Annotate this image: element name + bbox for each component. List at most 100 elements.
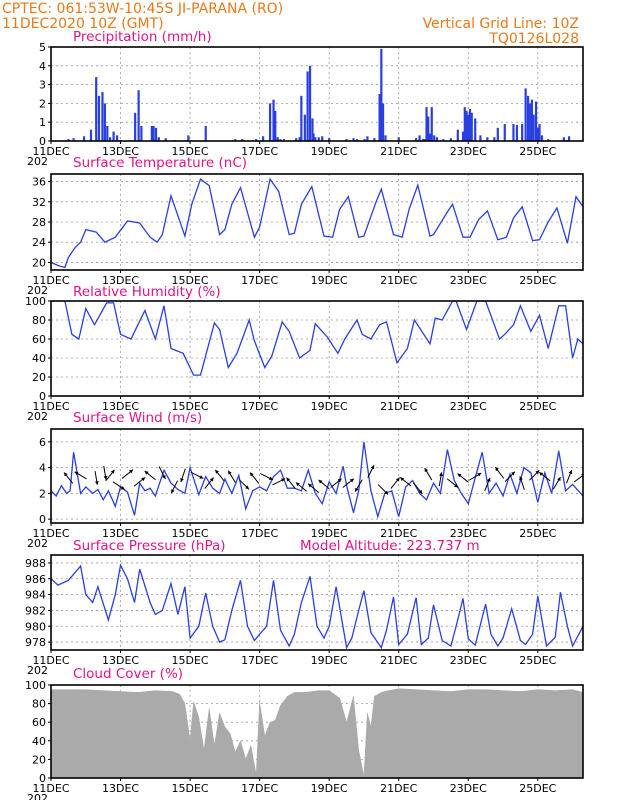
wind-arrow [227, 470, 236, 483]
temp-x-tick-label: 25DEC [519, 274, 556, 287]
precip-bar [345, 139, 348, 141]
rh-x-tick-label: 11DEC [32, 400, 69, 413]
precip-y-tick-label: 5 [39, 41, 46, 54]
precip-bar [378, 94, 381, 141]
wind-arrow [249, 472, 260, 484]
cloud-frame [50, 684, 584, 779]
wind-arrow-head [180, 478, 184, 482]
rh-title: Relative Humidity (%) [73, 284, 221, 300]
temp-panel: 20 24 28 32 36 11DEC 13DEC 15DEC 17DEC 19DEC 21DEC… [27, 155, 584, 297]
precip-bar [562, 137, 565, 141]
cloud-data [51, 688, 583, 778]
temp-y-tick-label: 32 [32, 196, 46, 209]
precip-bar [425, 107, 428, 141]
wind-arrow-head [395, 477, 400, 482]
wind-arrow [307, 483, 320, 494]
wind-arrow [170, 480, 179, 494]
temp-x-axis: 11DEC 13DEC 15DEC 17DEC 19DEC 21DEC 23DEC 25DEC… [27, 270, 557, 297]
wind-arrow [133, 477, 146, 487]
rh-x-tick-label: 15DEC [172, 400, 209, 413]
precip-bar [255, 139, 258, 141]
precip-y-tick-label: 0 [39, 135, 46, 148]
rh-x-tick-label: 19DEC [311, 400, 348, 413]
wind-arrow-head [418, 489, 423, 494]
temp-x-tick-label: 13DEC [102, 274, 139, 287]
rh-y-tick-label: 20 [32, 371, 46, 384]
wind-arrow-head [120, 486, 125, 490]
precip-bar [567, 136, 571, 141]
wind-arrow-head [74, 471, 79, 476]
rh-frame [50, 300, 584, 397]
precip-bar [493, 137, 496, 141]
precip-bar [414, 138, 418, 141]
wind-arrow [121, 469, 134, 479]
precip-bar [303, 114, 306, 141]
wind-arrow [468, 472, 482, 481]
precip-x-tick-label: 23DEC [450, 145, 487, 158]
panels: 0 1 2 3 4 5 11DEC 13DEC 15DEC 17DEC 19DEC 21DEC 23DE… [25, 29, 584, 800]
precip-bar [112, 131, 115, 141]
rh-panel: 0 20 40 60 80 100 11DEC 13DEC 15DEC 17DEC 19DEC 21D… [25, 284, 584, 423]
wind-x-tick-label: 21DEC [380, 527, 417, 540]
wind-arrow [413, 482, 423, 495]
precip-bar [152, 125, 155, 141]
precip-grid [50, 47, 583, 141]
wind-arrow-head [110, 469, 115, 474]
precip-bar [95, 77, 98, 141]
precip-frame [50, 46, 584, 142]
wind-arrow [519, 476, 525, 490]
wind-arrow-head [199, 475, 204, 479]
pressure-x-tick-label: 17DEC [241, 654, 278, 667]
wind-arrow-head [94, 481, 99, 485]
pressure-y-tick-label: 986 [25, 573, 46, 586]
precip-bar [67, 139, 70, 141]
precip-x-tick-label: 21DEC [380, 145, 417, 158]
wind-arrow-head [318, 479, 323, 484]
precip-bar [384, 135, 387, 141]
wind-arrow [484, 477, 491, 492]
wind-arrow [214, 469, 225, 482]
wind-arrow [286, 477, 296, 489]
wind-grid [50, 429, 583, 523]
precip-bar [300, 95, 303, 141]
precip-bar [530, 99, 533, 141]
wind-line [51, 441, 583, 519]
precip-bar [397, 137, 400, 141]
wind-arrow-head [495, 467, 499, 472]
precip-bar [515, 125, 519, 141]
precip-x-tick-label: 15DEC [172, 145, 209, 158]
precip-bar [150, 125, 153, 141]
rh-y-tick-label: 80 [32, 314, 46, 327]
pressure-y-tick-label: 980 [25, 620, 46, 633]
rh-data [51, 301, 583, 376]
wind-arrow [354, 479, 363, 492]
wind-arrow-head [384, 490, 388, 495]
rh-x-tick-label: 13DEC [102, 400, 139, 413]
pressure-x-tick-label: 19DEC [311, 654, 348, 667]
wind-arrow-head [228, 470, 232, 475]
precip-bar [496, 127, 499, 141]
precip-bar [97, 95, 101, 141]
temp-y-tick-label: 36 [32, 176, 46, 189]
pressure-x-tick-label: 11DEC [32, 654, 69, 667]
precip-bar [355, 139, 359, 141]
pressure-y-axis: 978 980 982 984 986 988 [25, 557, 51, 649]
precip-bar [282, 139, 286, 141]
wind-arrow [446, 478, 459, 488]
precip-bar [268, 103, 272, 141]
precip-bar [512, 124, 515, 141]
wind-arrow [74, 471, 87, 480]
wind-vectors [63, 465, 583, 495]
wind-arrow-head [535, 470, 540, 475]
precip-bar [532, 114, 535, 141]
rh-x-tick-label: 23DEC [450, 400, 487, 413]
header: CPTEC: 061:53W-10:45S JI-PARANA (RO) 11D… [2, 1, 579, 47]
precip-bar [308, 65, 312, 141]
pressure-y-tick-label: 978 [25, 636, 46, 649]
wind-x-tick-label: 25DEC [519, 527, 556, 540]
wind-arrow [367, 465, 375, 478]
wind-arrow [112, 481, 125, 490]
precip-bar [524, 88, 527, 141]
pressure-line [51, 563, 583, 650]
precip-bar [276, 137, 279, 141]
